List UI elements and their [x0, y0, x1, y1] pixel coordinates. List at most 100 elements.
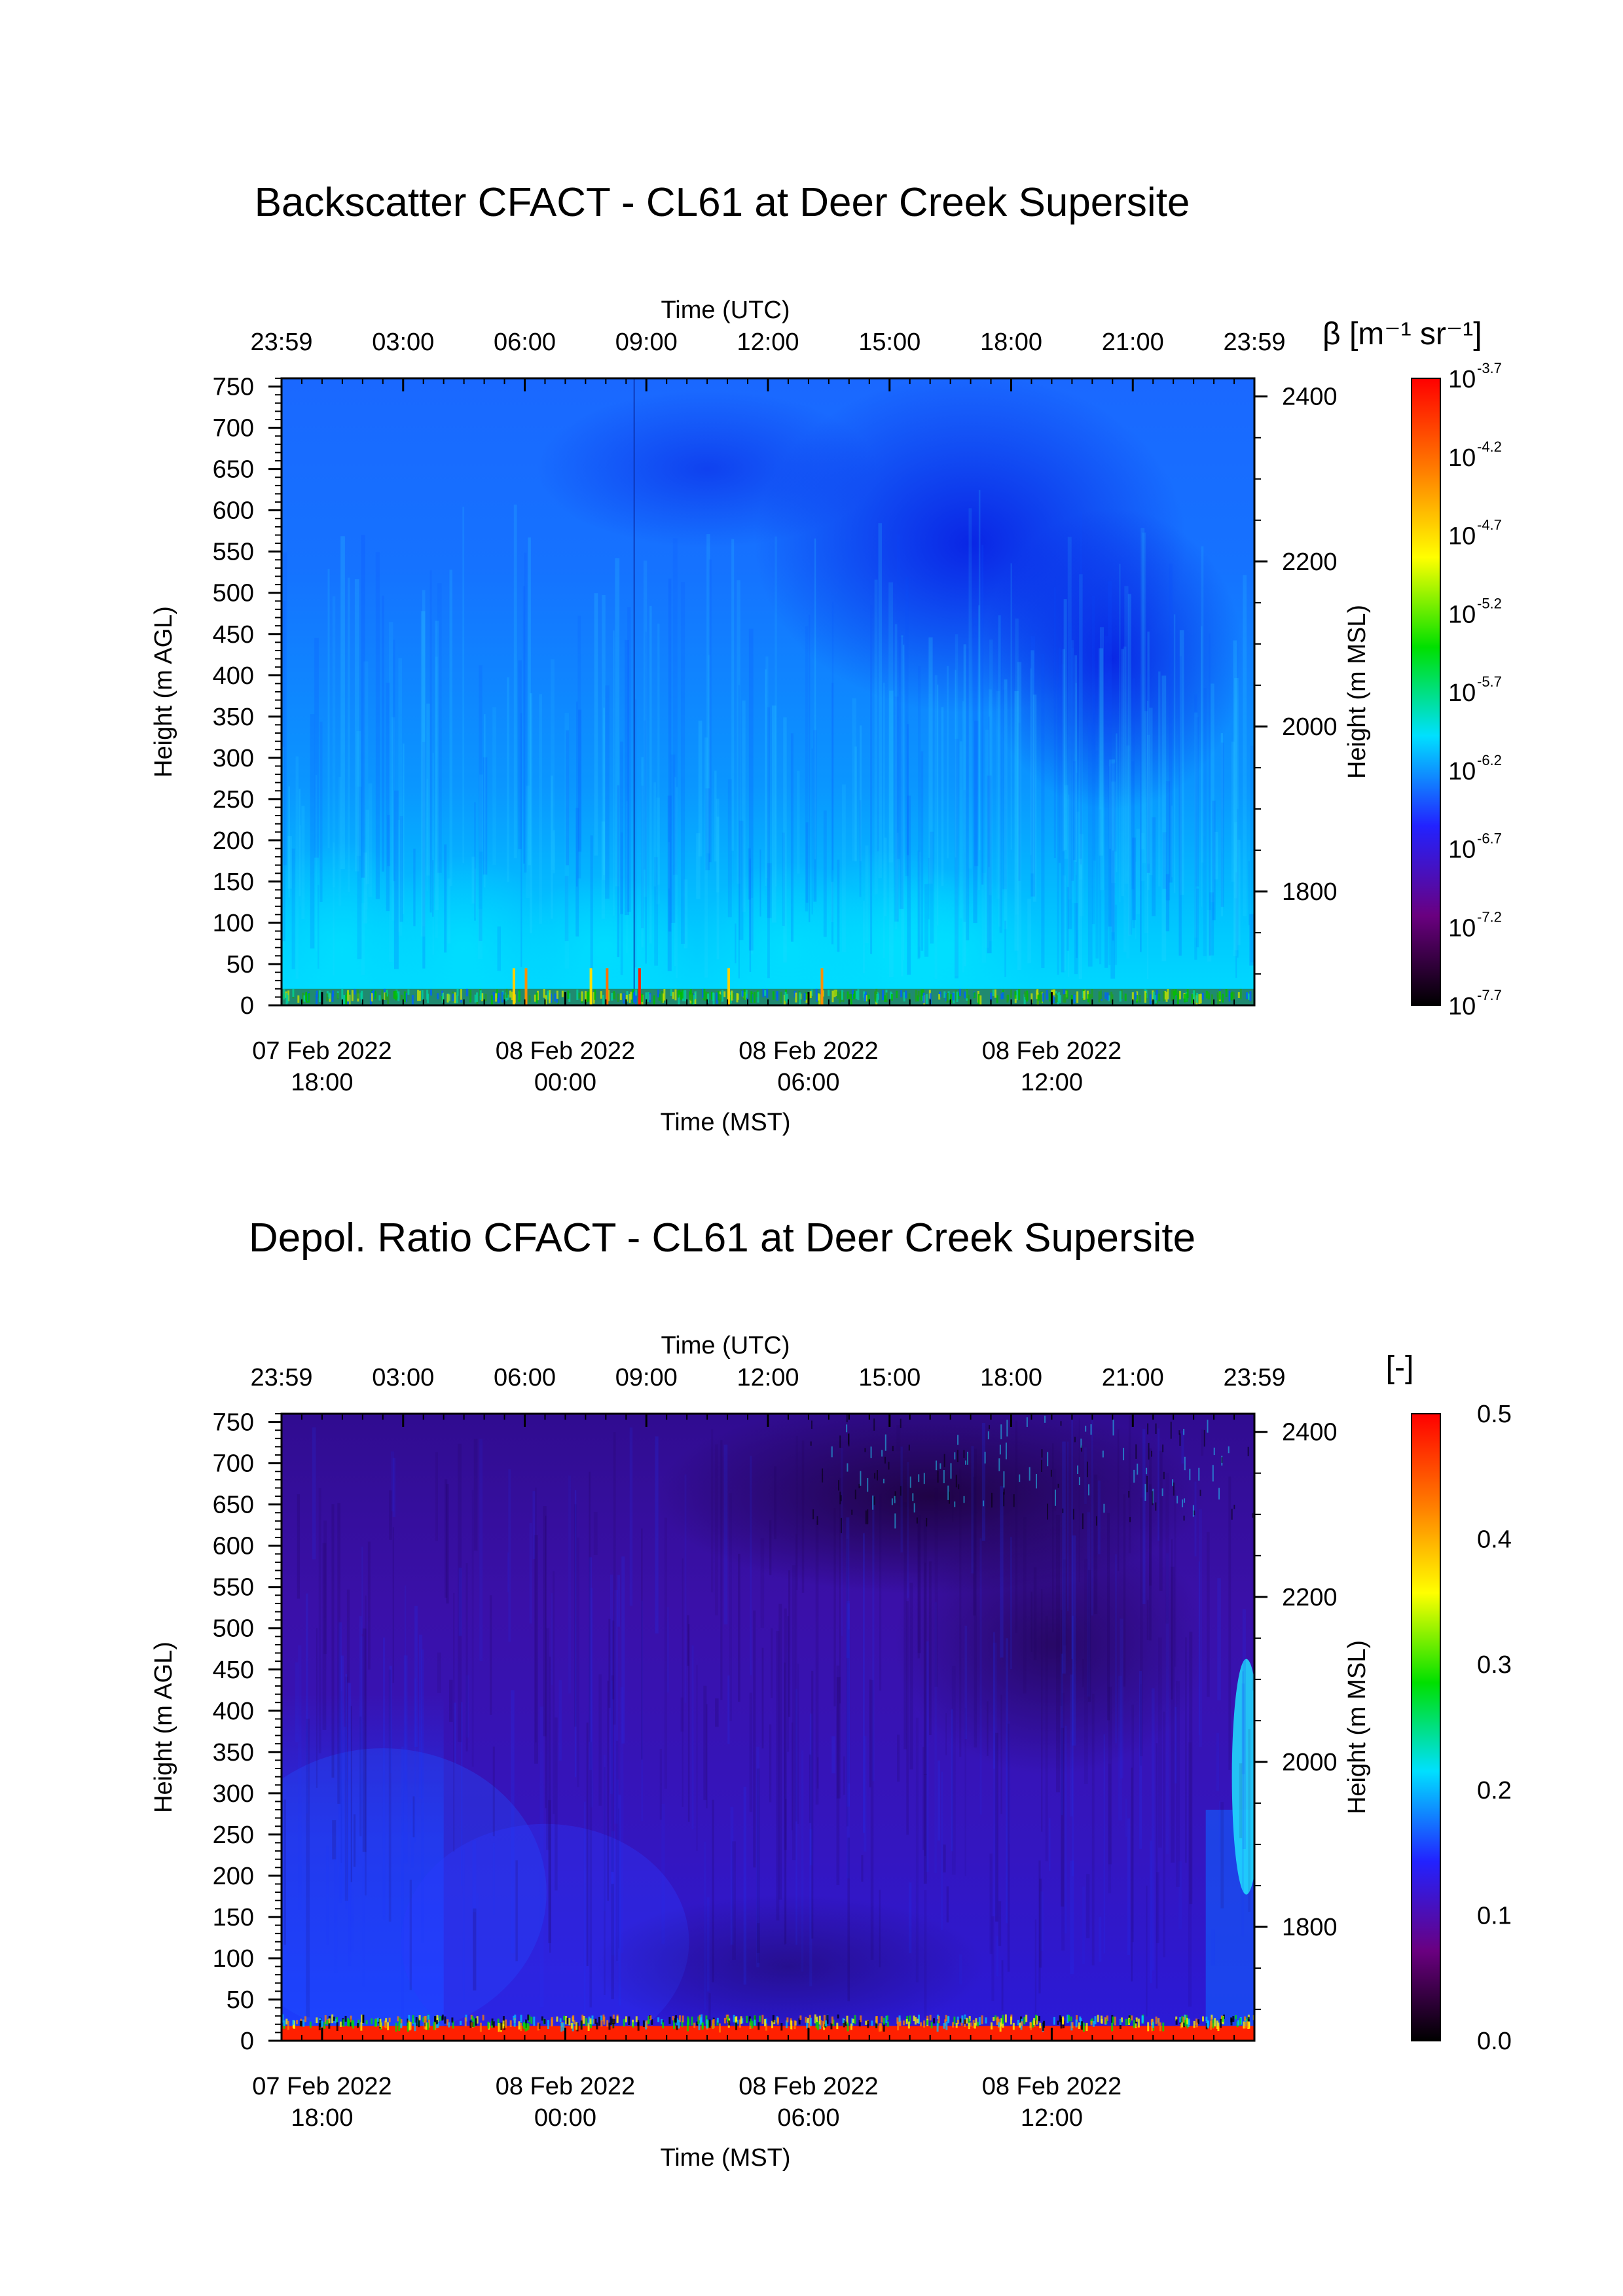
surface-noise [541, 2016, 543, 2021]
surface-noise [385, 2018, 388, 2022]
surface-noise [1002, 2015, 1004, 2024]
colorbar-gradient [1411, 1413, 1441, 2041]
surface-noise [920, 989, 922, 1001]
surface-noise [492, 992, 495, 1000]
streak [687, 1615, 689, 1666]
surface-noise [809, 991, 812, 999]
low-depol-region [591, 1894, 985, 2039]
streak [610, 1574, 613, 1794]
streak [474, 802, 476, 921]
colorbar-tick-base: 10 [1448, 444, 1476, 472]
left-tick-label: 400 [213, 662, 254, 690]
surface-noise [498, 2022, 500, 2032]
streak [1211, 1929, 1215, 1965]
streak [1030, 1591, 1032, 1652]
streak [1146, 670, 1150, 873]
streak [1156, 1872, 1159, 1943]
surface-noise [1131, 2015, 1133, 2020]
streak [322, 1543, 327, 1730]
surface-noise [608, 990, 610, 1001]
streak [492, 1746, 495, 1837]
surface-noise [1105, 2018, 1108, 2024]
surface-noise [746, 2015, 748, 2023]
streak [414, 1605, 418, 1747]
streak [836, 1665, 840, 1886]
streak [879, 1890, 881, 1967]
streak [1030, 636, 1036, 897]
surface-noise [1218, 990, 1221, 1000]
streak [1045, 1616, 1048, 1861]
noise-speck [1184, 1498, 1186, 1503]
surface-noise [603, 2017, 606, 2025]
streak [703, 1685, 707, 1801]
surface-noise [1198, 994, 1201, 1004]
surface-noise [369, 993, 372, 1005]
surface-noise [1237, 992, 1240, 998]
streak [1216, 1732, 1220, 1791]
surface-noise [661, 2018, 663, 2024]
left-tick-label: 700 [213, 415, 254, 442]
streak [761, 1647, 764, 1749]
surface-noise [509, 2020, 512, 2027]
surface-noise [815, 994, 818, 1002]
streak [684, 1474, 687, 1703]
surface-noise [867, 2020, 869, 2028]
surface-noise [427, 2022, 429, 2030]
noise-speck [1231, 1509, 1233, 1520]
surface-noise [400, 2023, 403, 2028]
surface-noise [441, 2016, 444, 2021]
surface-noise [653, 995, 655, 1005]
streak [1076, 812, 1080, 931]
streak [951, 1709, 953, 1852]
surface-spike [727, 968, 731, 1005]
surface-noise [1046, 990, 1048, 1000]
surface-noise [384, 992, 386, 1000]
aerosol-plume [372, 855, 556, 1005]
surface-noise [479, 2022, 482, 2032]
noise-speck [1162, 1444, 1164, 1452]
surface-noise [617, 994, 619, 1002]
streak [337, 1503, 340, 1804]
streak [1127, 1818, 1130, 1956]
surface-noise [1114, 2017, 1116, 2026]
surface-noise [874, 992, 877, 1000]
surface-noise [304, 2016, 307, 2022]
streak [1203, 688, 1207, 956]
streak [583, 1801, 586, 2015]
surface-noise [331, 994, 334, 1002]
surface-noise [718, 994, 721, 1005]
surface-noise [662, 2022, 665, 2029]
streak [621, 1556, 625, 1744]
colorbar-tick-exponent: -4.7 [1477, 517, 1502, 533]
surface-noise [570, 2022, 573, 2029]
streak [672, 538, 678, 875]
surface-noise [681, 990, 684, 999]
surface-noise [487, 2021, 490, 2029]
streak [930, 831, 934, 944]
streak [398, 658, 403, 936]
surface-noise [348, 994, 351, 1005]
streak [1165, 781, 1171, 901]
noise-speck [1163, 1471, 1165, 1480]
surface-noise [520, 2022, 522, 2032]
streak [879, 1494, 882, 1691]
noise-speck [955, 1475, 957, 1488]
streak [813, 730, 817, 902]
surface-noise [619, 993, 622, 1000]
streak [730, 1806, 734, 1945]
surface-noise [674, 2018, 676, 2023]
noise-speck [1233, 1505, 1235, 1509]
surface-noise [351, 2020, 354, 2026]
streak [1220, 1802, 1224, 1909]
streak [1131, 761, 1135, 889]
bottom-tick-time: 06:00 [777, 2104, 839, 2132]
surface-noise [857, 989, 860, 1001]
streak [974, 721, 979, 867]
streak [738, 685, 740, 978]
streak [1114, 905, 1118, 965]
streak [784, 1608, 787, 1850]
streak [1080, 511, 1082, 865]
top-tick-label: 23:59 [250, 1364, 312, 1391]
streak [1151, 1688, 1155, 1971]
surface-noise [855, 990, 858, 999]
